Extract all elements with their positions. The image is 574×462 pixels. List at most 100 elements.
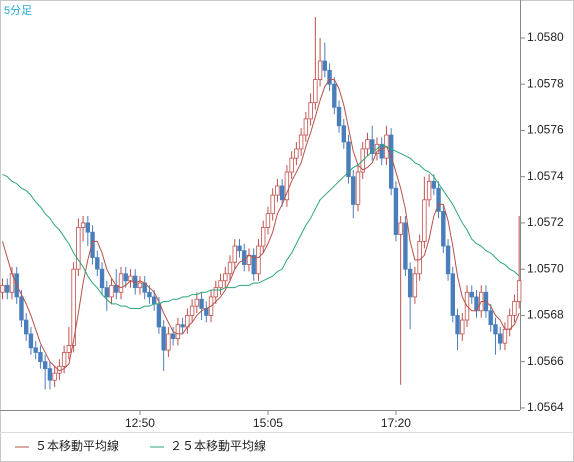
x-tick-label: 12:50: [125, 416, 155, 430]
candle-body: [66, 345, 72, 353]
candle-body: [346, 141, 351, 178]
candle-body: [497, 333, 503, 344]
candle-body: [19, 296, 24, 321]
candle-body: [99, 268, 105, 289]
candle-body: [194, 298, 200, 307]
candle-body: [460, 319, 465, 335]
candle-body: [516, 280, 522, 302]
candle-body: [270, 194, 275, 215]
candle-body: [95, 257, 100, 270]
candle-body: [76, 227, 81, 270]
y-tick-label: 1.0576: [527, 123, 564, 137]
legend-label: ５本移動平均線: [35, 438, 119, 453]
candle-body: [455, 315, 460, 335]
candle-body: [265, 213, 271, 228]
candle-body: [52, 372, 57, 381]
candle-body: [275, 185, 280, 196]
y-tick-label: 1.0580: [527, 30, 564, 44]
candle-body: [85, 222, 91, 233]
candle-body: [469, 291, 474, 298]
candle-body: [5, 284, 10, 293]
x-tick-label: 15:05: [253, 416, 283, 430]
candle-body: [298, 134, 304, 150]
candle-body: [317, 60, 323, 80]
candle-body: [123, 273, 128, 282]
candle-body: [118, 273, 124, 293]
candle-body: [445, 245, 451, 275]
candle-body: [308, 102, 313, 120]
candle-body: [351, 176, 356, 205]
candle-body: [156, 303, 162, 328]
candle-body: [370, 139, 375, 154]
candle-body: [422, 199, 427, 242]
candle-body: [223, 273, 228, 282]
candle-body: [109, 284, 114, 298]
candle-body: [104, 287, 109, 298]
candle-body: [417, 241, 422, 275]
candle-body: [336, 106, 342, 127]
y-tick-label: 1.0570: [527, 261, 564, 275]
legend-label: ２５本移動平均線: [170, 438, 266, 453]
candle-body: [512, 301, 517, 316]
candle-body: [175, 324, 181, 339]
candle-body: [47, 368, 53, 381]
candle-body: [71, 268, 76, 346]
candle-body: [407, 268, 413, 298]
x-tick-label: 17:20: [381, 416, 411, 430]
y-tick-label: 1.0568: [527, 308, 564, 322]
candle-body: [507, 315, 512, 330]
candle-body: [403, 222, 408, 270]
candle-body: [227, 261, 233, 275]
timeframe-label: 5分足: [4, 4, 32, 17]
candle-body: [355, 171, 361, 205]
candle-body: [147, 291, 152, 298]
candle-body: [488, 310, 493, 326]
candle-body: [398, 222, 403, 235]
candle-body: [189, 305, 195, 316]
candle-body: [289, 157, 294, 173]
candle-body: [237, 245, 242, 252]
candle-body: [393, 187, 399, 235]
candle-body: [256, 245, 261, 275]
candle-body: [128, 275, 133, 282]
y-tick-label: 1.0574: [527, 169, 564, 183]
candle-body: [80, 222, 86, 228]
candle-body: [294, 148, 299, 159]
y-tick-label: 1.0578: [527, 76, 564, 90]
candle-body: [161, 326, 166, 351]
candle-body: [365, 139, 370, 150]
candle-body: [431, 180, 437, 189]
candle-body: [341, 125, 346, 143]
candle-body: [426, 180, 432, 201]
candle-body: [284, 171, 290, 201]
candle-body: [170, 333, 176, 339]
candle-body: [0, 284, 5, 293]
candle-body: [303, 118, 309, 136]
candle-body: [242, 250, 247, 265]
candle-body: [450, 273, 455, 316]
y-tick-label: 1.0572: [527, 215, 564, 229]
candle-body: [199, 298, 204, 309]
candle-body: [322, 60, 328, 71]
candle-body: [412, 273, 418, 298]
candle-body: [151, 296, 157, 305]
candle-body: [166, 333, 171, 351]
candle-body: [313, 79, 318, 104]
candle-body: [232, 245, 237, 263]
candle-body: [251, 254, 256, 275]
candle-body: [379, 143, 384, 159]
candle-body: [218, 280, 223, 289]
candle-body: [213, 287, 218, 298]
candle-body: [279, 185, 285, 201]
candle-body: [493, 324, 498, 335]
y-tick-label: 1.0564: [527, 400, 564, 414]
candle-body: [137, 282, 143, 289]
candle-body: [441, 210, 446, 247]
candle-body: [502, 328, 508, 344]
candle-body: [23, 319, 29, 335]
candle-body: [61, 352, 67, 367]
candle-body: [33, 347, 38, 353]
candle-body: [436, 187, 441, 212]
